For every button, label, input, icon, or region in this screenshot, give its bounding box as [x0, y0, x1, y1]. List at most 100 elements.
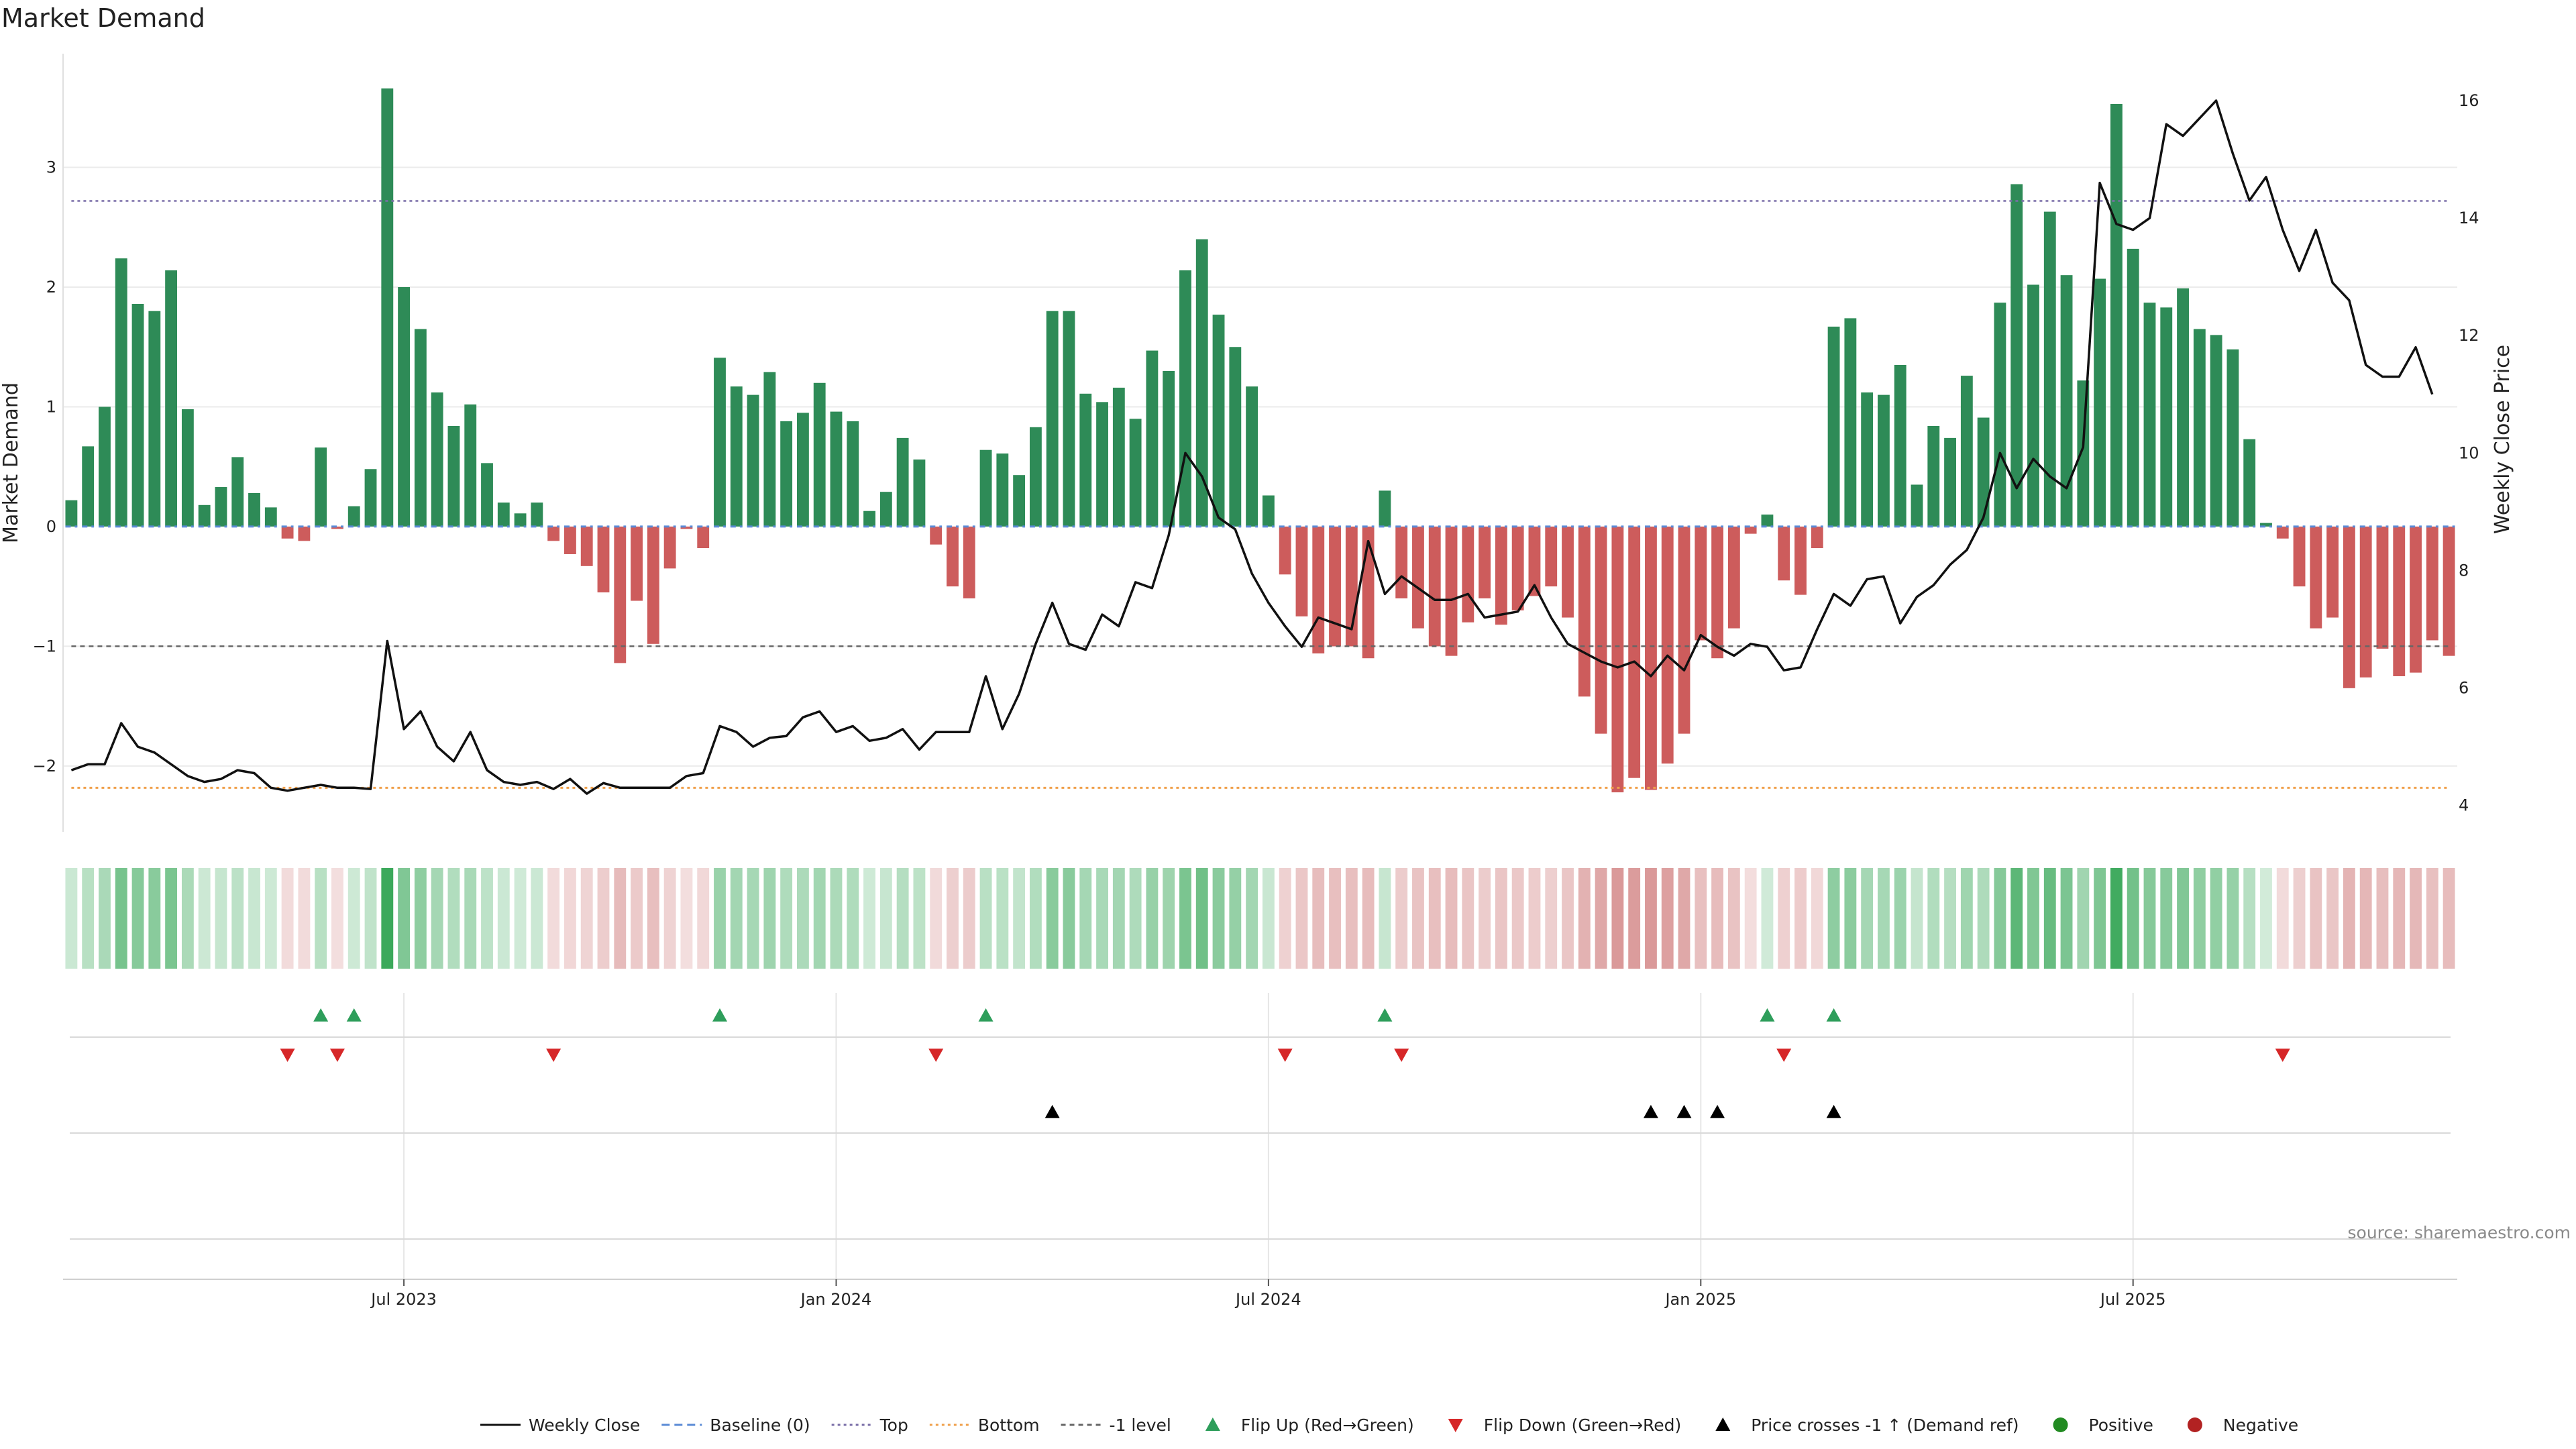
heat-cell — [2043, 868, 2056, 969]
heat-cell — [1511, 868, 1524, 969]
heat-cell — [298, 868, 311, 969]
heat-cell — [730, 868, 743, 969]
legend-label: Bottom — [978, 1415, 1040, 1435]
heat-cell — [2060, 868, 2073, 969]
demand-bar — [614, 526, 627, 663]
demand-bar — [364, 469, 377, 527]
legend: Weekly Close Baseline (0) Top Bottom -1 leve… — [480, 1415, 2298, 1435]
demand-bar — [2193, 329, 2206, 527]
demand-bar — [1595, 526, 1607, 734]
heat-cell — [1994, 868, 2006, 969]
demand-bar — [1977, 417, 1990, 527]
demand-bar — [2177, 288, 2189, 527]
heat-cell — [597, 868, 610, 969]
flip-up-marker — [313, 1008, 329, 1022]
heat-cell — [863, 868, 875, 969]
heat-cell — [1495, 868, 1507, 969]
heat-cell — [447, 868, 460, 969]
demand-bar — [231, 457, 244, 527]
demand-bar — [1479, 526, 1491, 598]
heat-cell — [1395, 868, 1408, 969]
heat-cell — [2177, 868, 2189, 969]
demand-bar — [1163, 370, 1175, 527]
heat-cell — [1861, 868, 1874, 969]
demand-bar — [1046, 311, 1059, 527]
heat-cell — [1528, 868, 1541, 969]
grid — [63, 166, 2457, 1285]
demand-heat-strip — [65, 868, 2455, 969]
weekly-close-line — [70, 99, 2434, 795]
demand-bar — [1761, 515, 1774, 527]
heat-cell — [148, 868, 161, 969]
y-tick-label: 2 — [46, 278, 56, 297]
demand-bar — [830, 411, 843, 527]
heat-cell — [2226, 868, 2239, 969]
heat-cell — [2027, 868, 2039, 969]
y-tick-label: 3 — [46, 158, 56, 177]
demand-bar — [847, 421, 859, 527]
demand-bar — [1246, 386, 1258, 527]
heat-cell — [248, 868, 260, 969]
heat-cell — [647, 868, 659, 969]
demand-bar — [447, 426, 460, 527]
heat-cell — [1761, 868, 1774, 969]
heat-cell — [1878, 868, 1890, 969]
heat-cell — [1412, 868, 1424, 969]
demand-bar — [1628, 526, 1641, 778]
heat-cell — [2010, 868, 2023, 969]
source-note: source: sharemaestro.com — [2348, 1223, 2571, 1242]
heat-cell — [1179, 868, 1191, 969]
demand-bar — [431, 392, 443, 527]
heat-cell — [2276, 868, 2289, 969]
demand-bar — [414, 329, 427, 527]
demand-bar — [531, 502, 543, 527]
demand-bar — [947, 526, 959, 587]
demand-bar — [65, 500, 78, 527]
heat-cell — [2343, 868, 2355, 969]
x-tick-label: Jul 2024 — [1234, 1290, 1301, 1309]
legend-label: -1 level — [1110, 1415, 1171, 1435]
heat-cell — [1195, 868, 1208, 969]
demand-bar — [547, 526, 560, 541]
heat-cell — [1146, 868, 1159, 969]
demand-bar — [1827, 326, 1840, 527]
demand-bar — [2143, 303, 2156, 527]
heat-cell — [680, 868, 693, 969]
heat-cell — [381, 868, 394, 969]
demand-bar — [82, 446, 95, 527]
demand-bar — [315, 447, 327, 527]
flip-up-marker — [1826, 1008, 1841, 1022]
heat-cell — [398, 868, 411, 969]
demand-bar — [1695, 526, 1707, 641]
demand-bar — [181, 409, 194, 527]
demand-bar — [663, 526, 676, 569]
demand-bar — [1794, 526, 1807, 595]
demand-bar — [1878, 394, 1890, 527]
price-series — [70, 99, 2434, 795]
heat-cell — [1944, 868, 1956, 969]
demand-bar — [1927, 426, 1940, 527]
demand-bar — [2443, 526, 2455, 656]
demand-bar — [398, 287, 411, 527]
heat-cell — [2426, 868, 2438, 969]
demand-bar — [2127, 248, 2139, 527]
demand-bar — [913, 459, 926, 527]
heat-cell — [264, 868, 277, 969]
demand-bar — [1994, 303, 2006, 527]
demand-bar — [996, 453, 1009, 527]
legend-label: Flip Up (Red→Green) — [1241, 1415, 1414, 1435]
heat-cell — [913, 868, 926, 969]
heat-cell — [580, 868, 593, 969]
demand-bar — [1129, 419, 1142, 527]
demand-bar — [697, 526, 710, 549]
legend-label: Price crosses -1 ↑ (Demand ref) — [1751, 1415, 2019, 1435]
heat-cell — [847, 868, 859, 969]
heat-cell — [2326, 868, 2339, 969]
heat-cell — [2293, 868, 2306, 969]
heat-cell — [1163, 868, 1175, 969]
demand-bar — [1428, 526, 1441, 647]
heat-cell — [531, 868, 543, 969]
demand-bar — [2210, 335, 2222, 527]
demand-bar — [2077, 380, 2090, 527]
